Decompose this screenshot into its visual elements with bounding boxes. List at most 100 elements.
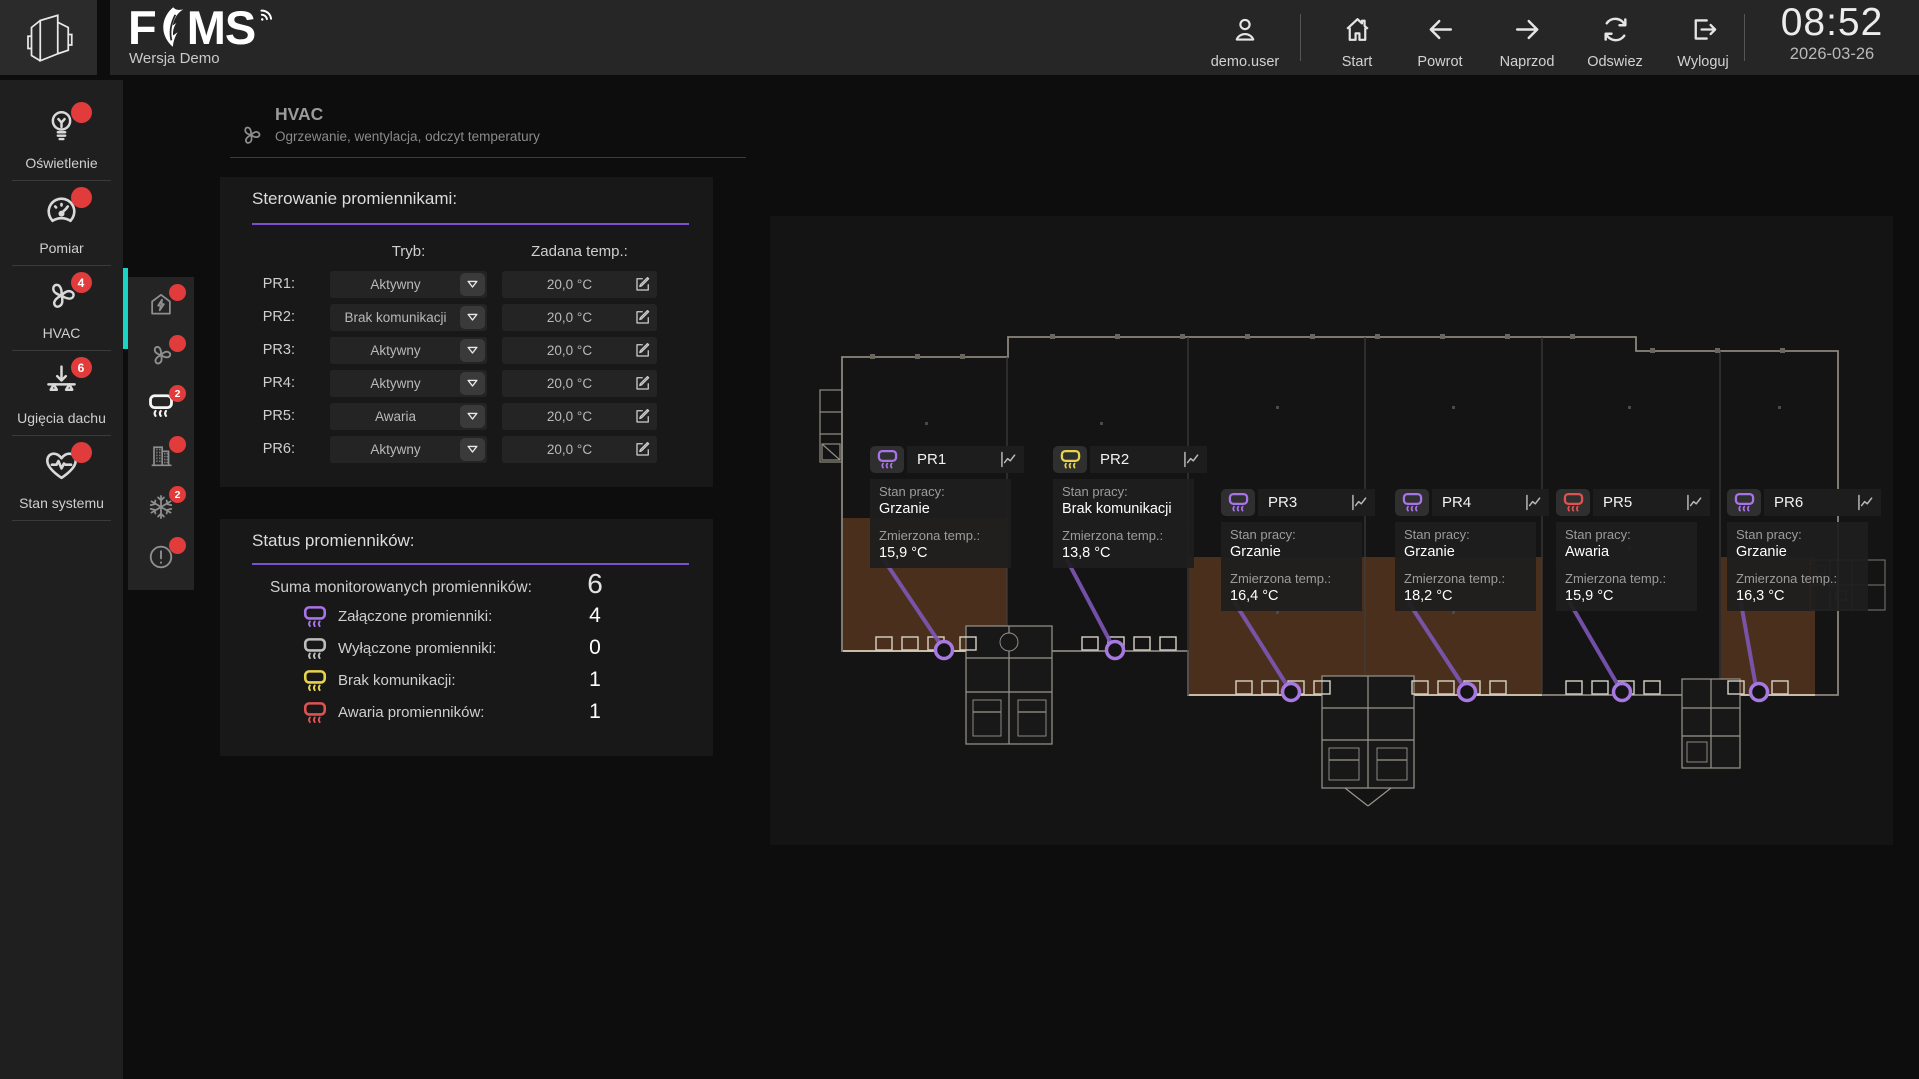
device-temp-box: Zmierzona temp.: 15,9 °C [870, 523, 1011, 568]
edit-icon[interactable] [634, 407, 652, 425]
page-header: HVAC Ogrzewanie, wentylacja, odczyt temp… [230, 100, 746, 158]
column-header-temp: Zadana temp.: [531, 243, 628, 260]
device-state-box: Stan pracy: Grzanie [1395, 522, 1536, 567]
chart-icon[interactable] [1855, 492, 1876, 513]
edit-icon[interactable] [634, 374, 652, 392]
notification-badge [169, 536, 186, 554]
device-card-header[interactable]: PR5 [1556, 489, 1710, 516]
sidebar-item-label: HVAC [42, 324, 81, 341]
stair-core [965, 625, 1053, 745]
chevron-down-icon[interactable] [460, 306, 485, 329]
roof-deflection-icon [43, 362, 80, 404]
status-row: Brak komunikacji: 1 [220, 667, 713, 699]
setpoint-field[interactable]: 20,0 °C [502, 304, 657, 331]
chart-icon[interactable] [1349, 492, 1370, 513]
mode-dropdown[interactable]: Aktywny [330, 370, 487, 397]
subsidebar-item-building[interactable] [141, 435, 186, 479]
arrow-right-icon [1512, 14, 1543, 50]
stair-core [1681, 678, 1741, 769]
topbar-nav-home[interactable]: Start [1316, 0, 1398, 75]
logout-icon [1688, 14, 1719, 50]
state-value: Awaria [1565, 544, 1610, 560]
mode-dropdown[interactable]: Aktywny [330, 337, 487, 364]
temp-label: Zmierzona temp.: [1230, 571, 1332, 586]
topbar-gap [97, 0, 110, 76]
notification-badge: 2 [169, 385, 186, 403]
device-state-box: Stan pracy: Grzanie [1727, 522, 1868, 567]
setpoint-field[interactable]: 20,0 °C [502, 271, 657, 298]
temp-value: 16,3 °C [1736, 588, 1785, 604]
state-label: Stan pracy: [879, 484, 945, 499]
topbar-nav-refresh[interactable]: Odswiez [1574, 0, 1656, 75]
chevron-down-icon[interactable] [460, 273, 485, 296]
heater-icon [302, 669, 328, 693]
setpoint-value: 20,0 °C [546, 277, 593, 292]
state-value: Brak komunikacji [1062, 501, 1172, 517]
device-titlebar: PR4 [1432, 489, 1549, 516]
notification-badge: 4 [70, 272, 92, 293]
user-label: demo.user [1210, 54, 1280, 70]
building-icon [147, 442, 175, 475]
sidebar-item-roof-deflection[interactable]: 6 Ugięcia dachu [0, 351, 123, 436]
chevron-down-icon[interactable] [460, 339, 485, 362]
topbar-nav-arrow-right[interactable]: Naprzod [1486, 0, 1568, 75]
device-card-header[interactable]: PR4 [1395, 489, 1549, 516]
subsidebar-item-fan[interactable] [141, 334, 186, 378]
user-menu[interactable]: demo.user [1196, 0, 1294, 75]
setpoint-field[interactable]: 20,0 °C [502, 337, 657, 364]
chevron-down-icon[interactable] [460, 405, 485, 428]
setpoint-field[interactable]: 20,0 °C [502, 436, 657, 463]
device-temp-box: Zmierzona temp.: 18,2 °C [1395, 566, 1536, 611]
notification-badge [169, 284, 186, 302]
sidebar-item-gauge[interactable]: Pomiar [0, 181, 123, 266]
mode-dropdown[interactable]: Aktywny [330, 436, 487, 463]
status-value: 0 [589, 636, 601, 659]
setpoint-value: 20,0 °C [546, 343, 593, 358]
radiator-control-row: PR4: Aktywny 20,0 °C [220, 370, 713, 397]
chart-icon[interactable] [998, 449, 1019, 470]
floorplan-map[interactable] [770, 216, 1893, 845]
setpoint-field[interactable]: 20,0 °C [502, 403, 657, 430]
status-row: Wyłączone promienniki: 0 [220, 635, 713, 667]
status-value: 4 [589, 604, 601, 627]
mode-dropdown[interactable]: Brak komunikacji [330, 304, 487, 331]
chart-icon[interactable] [1523, 492, 1544, 513]
setpoint-field[interactable]: 20,0 °C [502, 370, 657, 397]
edit-icon[interactable] [634, 341, 652, 359]
edit-icon[interactable] [634, 440, 652, 458]
subsidebar-item-energy-home[interactable] [141, 284, 186, 327]
hvac-subsidebar: 2 2 [128, 277, 194, 590]
device-titlebar: PR2 [1090, 446, 1207, 473]
chevron-down-icon[interactable] [460, 372, 485, 395]
radiator-control-row: PR3: Aktywny 20,0 °C [220, 337, 713, 364]
device-card-header[interactable]: PR6 [1727, 489, 1881, 516]
app-logo: F MS [128, 4, 276, 52]
device-titlebar: PR3 [1258, 489, 1375, 516]
clock: 08:52 2026-03-26 [1756, 2, 1908, 64]
chart-icon[interactable] [1181, 449, 1202, 470]
device-card-header[interactable]: PR2 [1053, 446, 1207, 473]
subsidebar-item-snowflake[interactable]: 2 [141, 486, 186, 529]
topbar-nav-arrow-left[interactable]: Powrot [1399, 0, 1481, 75]
fan-icon [147, 341, 175, 374]
edit-icon[interactable] [634, 308, 652, 326]
heater-icon [1053, 446, 1087, 473]
subsidebar-item-alert[interactable] [141, 536, 186, 580]
temp-label: Zmierzona temp.: [879, 528, 981, 543]
building-outline [841, 336, 1839, 696]
chart-icon[interactable] [1684, 492, 1705, 513]
subsidebar-item-heater[interactable]: 2 [141, 385, 186, 428]
home-logo-button[interactable] [0, 0, 97, 75]
device-titlebar: PR6 [1764, 489, 1881, 516]
device-state-box: Stan pracy: Brak komunikacji [1053, 479, 1194, 524]
mode-dropdown[interactable]: Awaria [330, 403, 487, 430]
chevron-down-icon[interactable] [460, 438, 485, 461]
sidebar-item-heart-pulse[interactable]: Stan systemu [0, 436, 123, 521]
sidebar-item-lightbulb[interactable]: Oświetlenie [0, 96, 123, 181]
edit-icon[interactable] [634, 275, 652, 293]
device-card-header[interactable]: PR3 [1221, 489, 1375, 516]
mode-dropdown[interactable]: Aktywny [330, 271, 487, 298]
device-card-header[interactable]: PR1 [870, 446, 1024, 473]
sidebar-item-fan[interactable]: 4 HVAC [0, 266, 128, 351]
topbar-nav-logout[interactable]: Wyloguj [1662, 0, 1744, 75]
